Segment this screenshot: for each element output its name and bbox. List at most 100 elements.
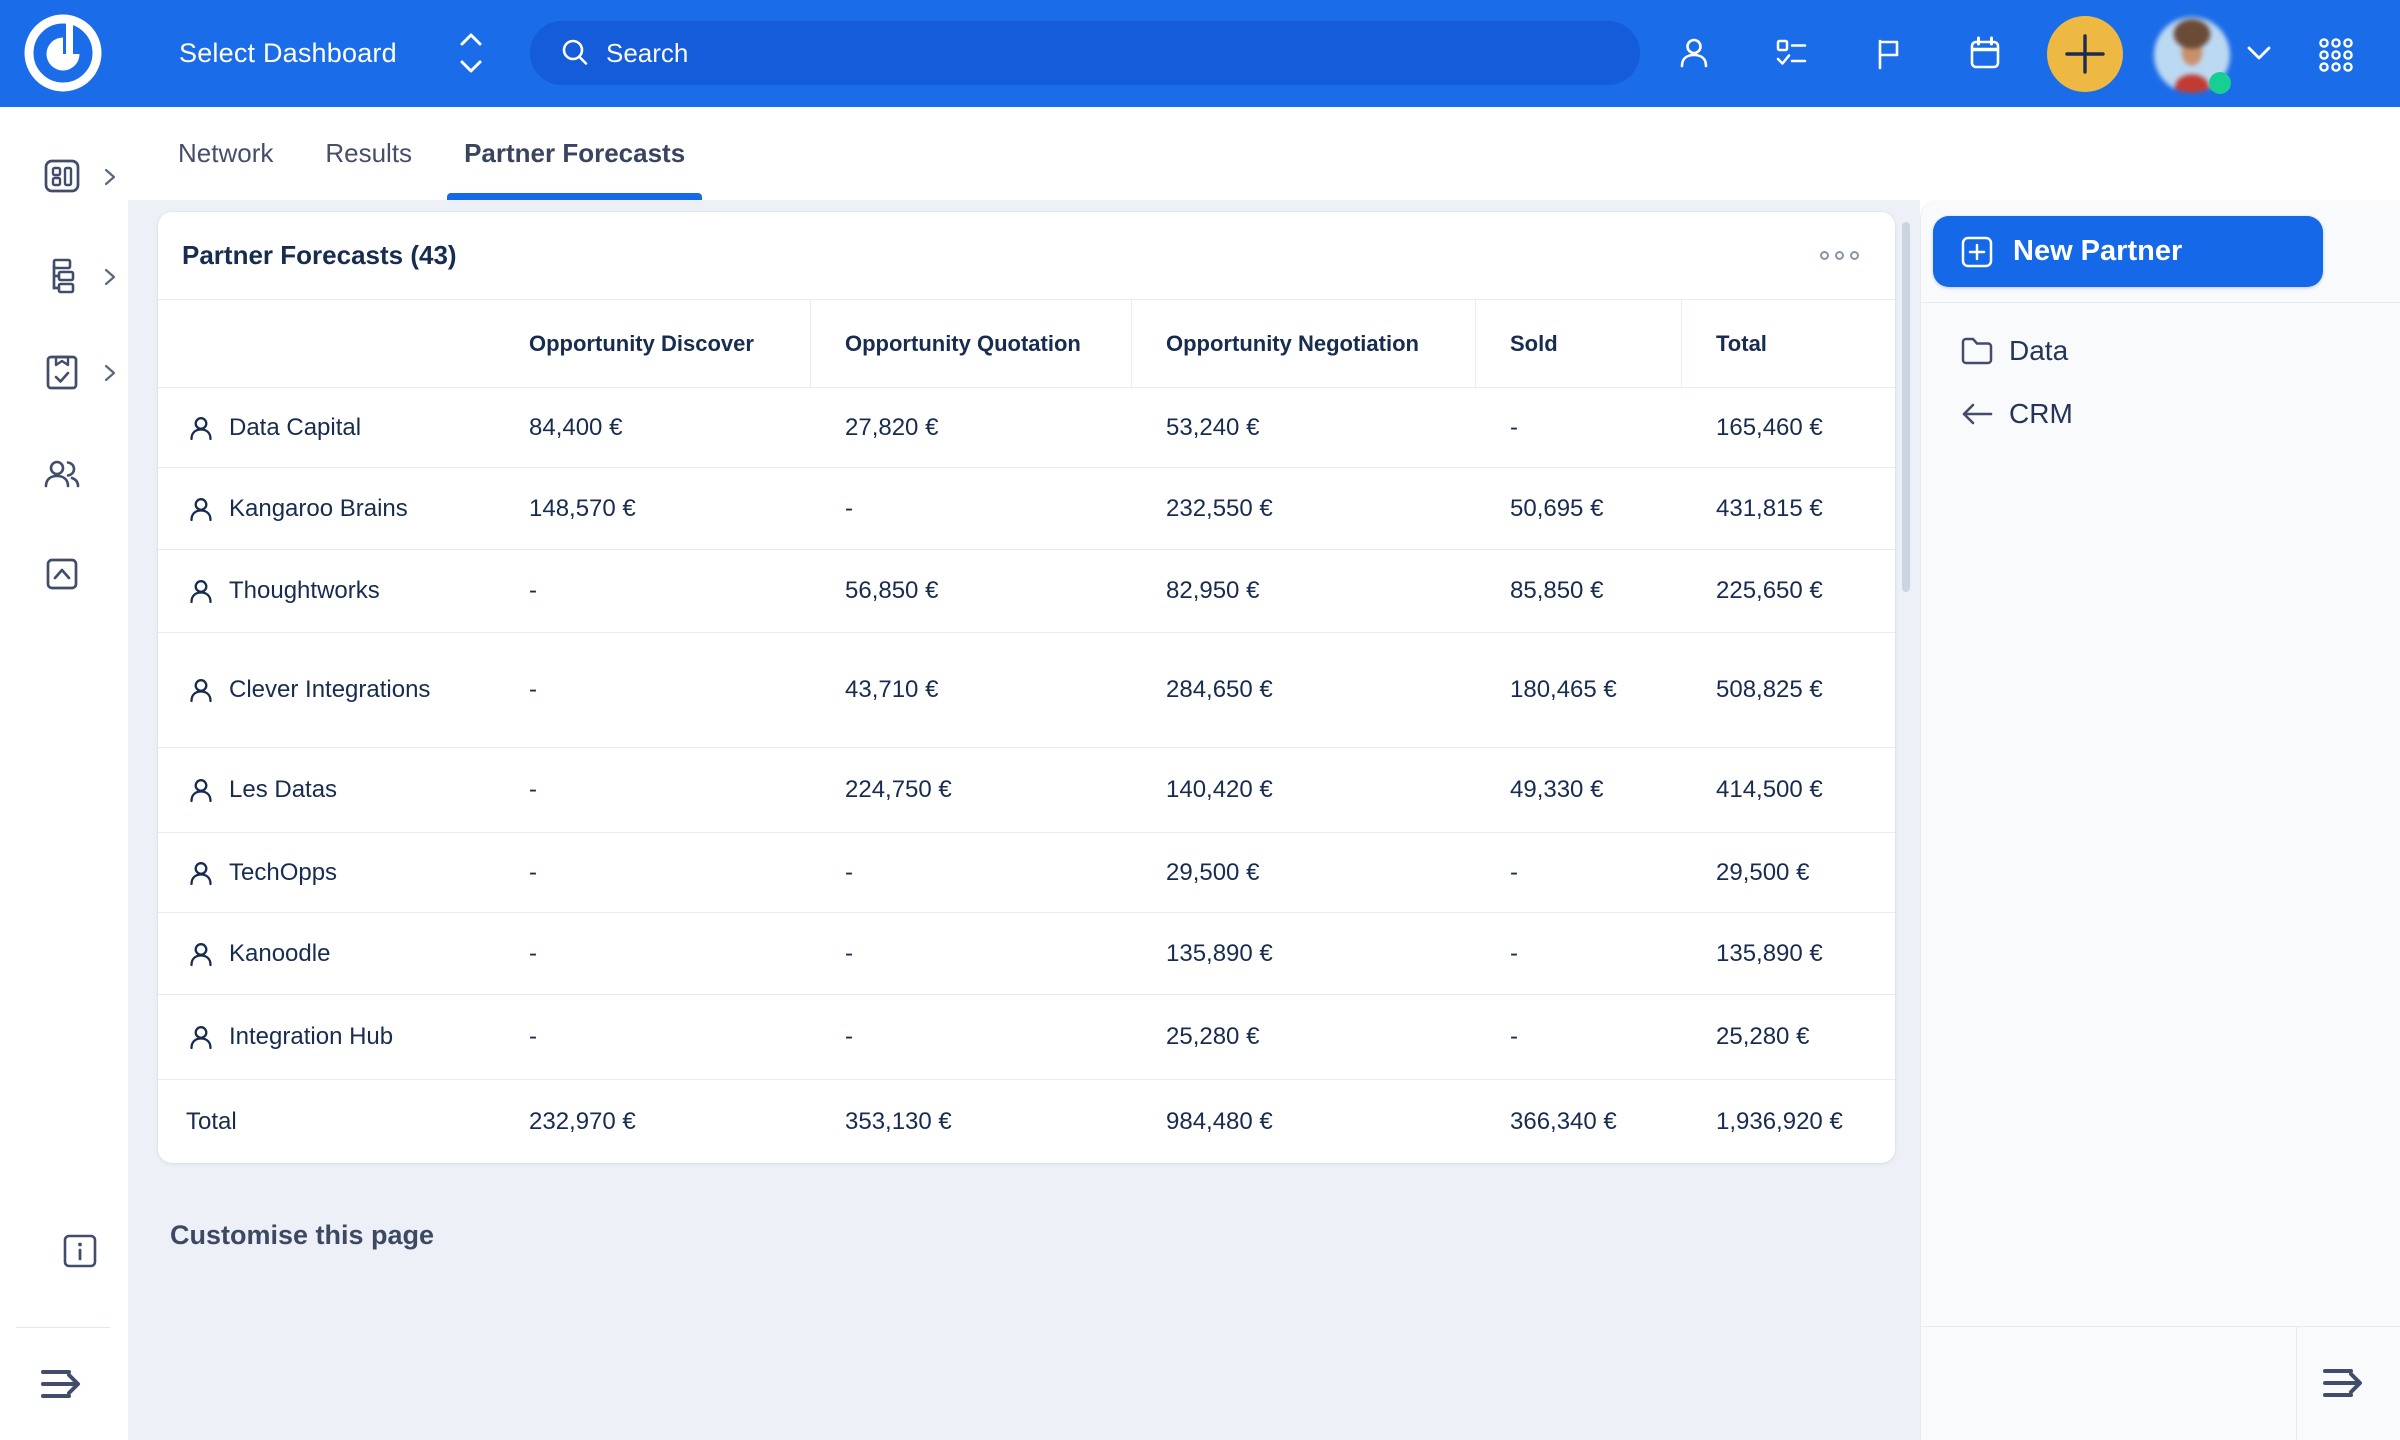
value-cell: 165,460 € bbox=[1716, 413, 1823, 441]
partner-name-cell[interactable]: Kangaroo Brains bbox=[158, 468, 495, 549]
right-panel: New Partner Data CRM bbox=[1920, 200, 2400, 1440]
partner-name-cell[interactable]: Thoughtworks bbox=[158, 550, 495, 632]
sidebar-divider bbox=[16, 1327, 110, 1328]
person-icon bbox=[190, 580, 212, 604]
value-cell: 508,825 € bbox=[1716, 676, 1823, 703]
profile-icon[interactable] bbox=[1675, 34, 1713, 72]
partner-name: Data Capital bbox=[229, 413, 362, 441]
value-cell: - bbox=[529, 858, 537, 886]
presence-dot bbox=[2209, 72, 2231, 94]
value-cell: - bbox=[845, 939, 853, 967]
value-cell: - bbox=[1510, 939, 1518, 967]
value-cell: - bbox=[529, 1023, 537, 1050]
panel-item-data[interactable]: Data bbox=[1921, 327, 2386, 375]
partner-name-cell[interactable]: Kanoodle bbox=[158, 913, 495, 994]
total-label: Total bbox=[186, 1107, 237, 1135]
tab-partner-forecasts[interactable]: Partner Forecasts bbox=[447, 107, 703, 200]
sidebar-item-dashboards[interactable] bbox=[41, 155, 121, 197]
avatar-chevron-down-icon[interactable] bbox=[2246, 45, 2272, 61]
table-row[interactable]: Les Datas - 224,750 € 140,420 € 49,330 € 414,… bbox=[158, 747, 1895, 832]
column-header-discover[interactable]: Opportunity Discover bbox=[495, 300, 811, 387]
table-body: Data Capital 84,400 € 27,820 € 53,240 € - 165… bbox=[158, 387, 1895, 1079]
flag-icon[interactable] bbox=[1869, 34, 1907, 72]
partner-name-cell[interactable]: Integration Hub bbox=[158, 995, 495, 1079]
partner-name-cell[interactable]: Clever Integrations bbox=[158, 633, 495, 747]
person-icon bbox=[190, 497, 212, 521]
calendar-icon[interactable] bbox=[1966, 34, 2004, 72]
selector-chevrons-icon[interactable] bbox=[458, 30, 484, 76]
total-total: 1,936,920 € bbox=[1716, 1107, 1843, 1135]
total-discover: 232,970 € bbox=[529, 1107, 636, 1135]
apps-grid-icon[interactable] bbox=[2314, 33, 2358, 77]
partner-name: TechOpps bbox=[229, 858, 338, 886]
card-menu-button[interactable] bbox=[1818, 245, 1861, 266]
partner-name: Thoughtworks bbox=[229, 577, 380, 605]
partner-name: Clever Integrations bbox=[229, 676, 431, 704]
chevron-right-icon bbox=[104, 168, 116, 186]
panel-footer-divider bbox=[1921, 1326, 2400, 1327]
table-row[interactable]: TechOpps - - 29,500 € - 29,500 € bbox=[158, 832, 1895, 912]
column-header-sold[interactable]: Sold bbox=[1476, 300, 1682, 387]
panel-footer-vdivider bbox=[2296, 1327, 2297, 1440]
clipboard-check-icon bbox=[46, 355, 78, 390]
new-partner-label: New Partner bbox=[2013, 235, 2183, 267]
value-cell: - bbox=[1510, 858, 1518, 886]
value-cell: 43,710 € bbox=[845, 676, 939, 703]
value-cell: 27,820 € bbox=[845, 413, 939, 441]
value-cell: 225,650 € bbox=[1716, 577, 1823, 604]
info-icon[interactable] bbox=[59, 1230, 101, 1272]
customise-page-link[interactable]: Customise this page bbox=[170, 1220, 435, 1250]
scrollbar-thumb[interactable] bbox=[1902, 222, 1910, 592]
table-row[interactable]: Kangaroo Brains 148,570 € - 232,550 € 50,695… bbox=[158, 467, 1895, 549]
avatar[interactable] bbox=[2154, 17, 2231, 94]
hierarchy-icon bbox=[52, 258, 75, 294]
person-icon bbox=[190, 416, 212, 440]
add-icon bbox=[2065, 34, 2105, 74]
contacts-icon bbox=[44, 460, 80, 488]
sidebar-item-contacts[interactable] bbox=[41, 453, 121, 495]
table-row[interactable]: Data Capital 84,400 € 27,820 € 53,240 € - 165… bbox=[158, 387, 1895, 467]
table-row[interactable]: Thoughtworks - 56,850 € 82,950 € 85,850 € 225… bbox=[158, 549, 1895, 632]
value-cell: - bbox=[529, 676, 537, 703]
total-sold: 366,340 € bbox=[1510, 1107, 1617, 1135]
column-header-negotiation[interactable]: Opportunity Negotiation bbox=[1132, 300, 1476, 387]
panel-item-crm[interactable]: CRM bbox=[1921, 390, 2386, 438]
partner-name: Les Datas bbox=[229, 776, 338, 804]
value-cell: - bbox=[845, 1023, 853, 1050]
value-cell: 49,330 € bbox=[1510, 776, 1604, 803]
app-logo-icon[interactable] bbox=[23, 13, 103, 93]
value-cell: 29,500 € bbox=[1716, 858, 1810, 886]
add-button[interactable] bbox=[2047, 16, 2123, 92]
tab-results[interactable]: Results bbox=[325, 138, 413, 168]
dashboard-selector[interactable]: Select Dashboard bbox=[179, 38, 397, 68]
value-cell: - bbox=[1510, 1023, 1518, 1050]
column-header-total[interactable]: Total bbox=[1716, 330, 1767, 356]
table-row[interactable]: Clever Integrations - 43,710 € 284,650 € 180… bbox=[158, 632, 1895, 747]
table-row[interactable]: Integration Hub - - 25,280 € - 25,280 € bbox=[158, 994, 1895, 1079]
total-row: Total 232,970 € 353,130 € 984,480 € 366,… bbox=[158, 1079, 1895, 1163]
search-input[interactable]: Search bbox=[530, 21, 1640, 85]
partner-name-cell[interactable]: Data Capital bbox=[158, 388, 495, 467]
table-row[interactable]: Kanoodle - - 135,890 € - 135,890 € bbox=[158, 912, 1895, 994]
chevron-right-icon bbox=[104, 268, 116, 286]
value-cell: - bbox=[529, 939, 537, 967]
person-icon bbox=[190, 1026, 212, 1050]
sidebar-item-clipboard[interactable] bbox=[41, 351, 121, 393]
search-icon bbox=[562, 39, 588, 65]
search-placeholder: Search bbox=[606, 37, 689, 68]
sidebar-item-hierarchy[interactable] bbox=[41, 255, 121, 297]
sidebar-item-archive[interactable] bbox=[41, 553, 121, 595]
partner-name-cell[interactable]: Les Datas bbox=[158, 748, 495, 832]
left-sidebar bbox=[0, 107, 128, 1440]
expand-sidebar-icon[interactable] bbox=[36, 1362, 88, 1406]
expand-panel-icon[interactable] bbox=[2318, 1361, 2370, 1405]
panel-item-label: CRM bbox=[2009, 398, 2073, 429]
partner-name: Kanoodle bbox=[229, 939, 331, 967]
value-cell: 148,570 € bbox=[529, 494, 636, 522]
tab-network[interactable]: Network bbox=[178, 138, 274, 168]
partner-name-cell[interactable]: TechOpps bbox=[158, 833, 495, 912]
tasks-icon[interactable] bbox=[1772, 34, 1810, 72]
new-partner-button[interactable]: New Partner bbox=[1933, 216, 2323, 287]
partner-name: Integration Hub bbox=[229, 1023, 394, 1051]
column-header-quotation[interactable]: Opportunity Quotation bbox=[811, 300, 1132, 387]
